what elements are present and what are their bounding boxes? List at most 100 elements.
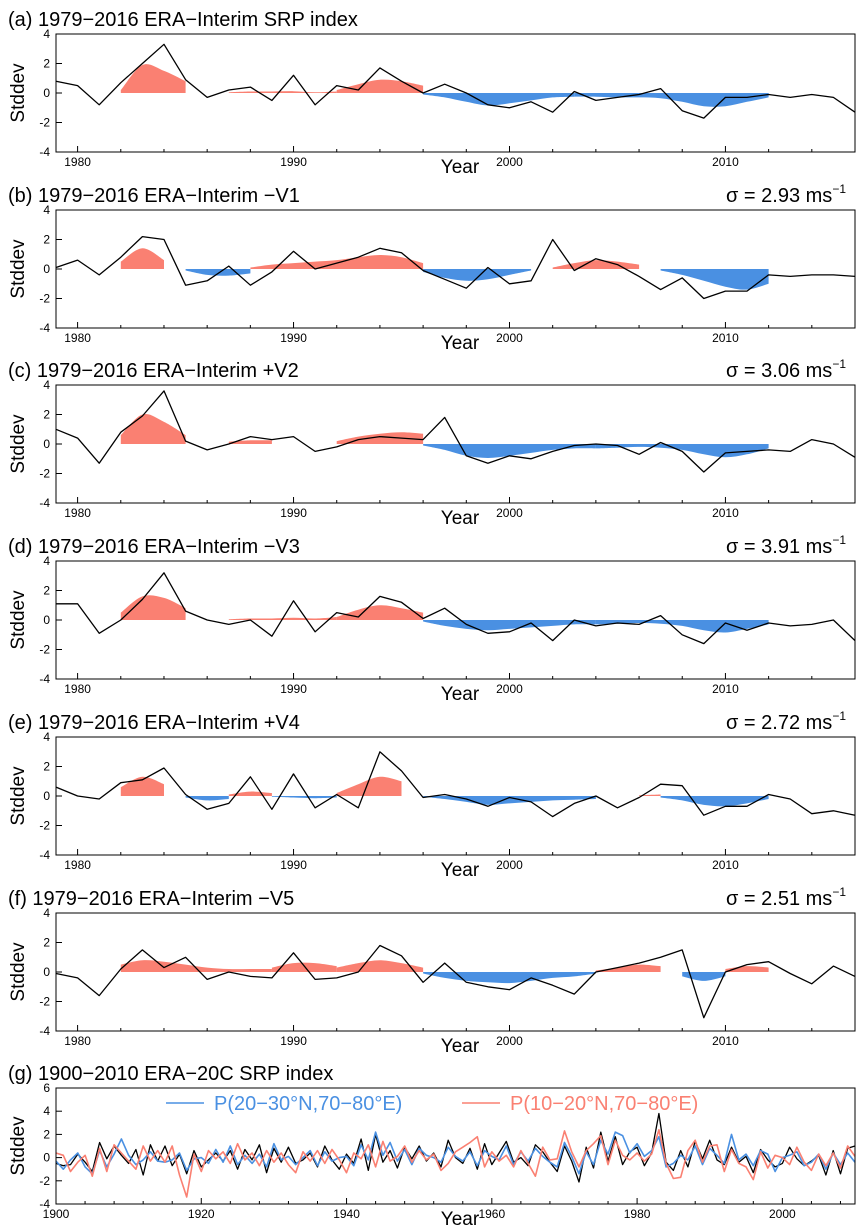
- panel-title: (d) 1979−2016 ERA−Interim −V3: [8, 536, 300, 558]
- y-tick-label: 4: [43, 1104, 50, 1118]
- x-axis-label: Year: [441, 333, 480, 354]
- y-tick-label: 0: [43, 613, 50, 627]
- y-tick-label: -2: [39, 643, 50, 657]
- y-tick-label: -2: [39, 995, 50, 1009]
- y-tick-label: 0: [43, 965, 50, 979]
- y-tick-label: 0: [43, 86, 50, 100]
- negative-area-4: [595, 620, 769, 633]
- x-tick-label: 2010: [712, 858, 739, 872]
- y-tick-label: 0: [43, 1151, 50, 1165]
- x-tick-label: 2000: [496, 1034, 523, 1048]
- x-axis-label: Year: [441, 860, 480, 881]
- x-tick-label: 1980: [64, 1034, 91, 1048]
- x-tick-label: 1900: [43, 1207, 70, 1221]
- series-line-0: [55, 751, 856, 818]
- y-tick-label: 2: [43, 408, 50, 422]
- x-tick-label: 1990: [280, 1034, 307, 1048]
- y-tick-label: 0: [43, 789, 50, 803]
- positive-area-0: [120, 960, 272, 972]
- y-axis-label: Stddev: [8, 766, 29, 826]
- x-tick-label: 2010: [712, 331, 739, 345]
- positive-area-2: [250, 255, 424, 269]
- series-line-0: [55, 944, 856, 1019]
- y-tick-label: 0: [43, 262, 50, 276]
- axes-frame: [55, 1087, 856, 1205]
- y-tick-label: -4: [39, 1197, 50, 1211]
- positive-area-2: [336, 432, 424, 444]
- negative-area-3: [271, 796, 337, 799]
- positive-area-2: [336, 960, 424, 972]
- y-axis-label: Stddev: [8, 414, 29, 474]
- x-tick-label: 2010: [712, 1034, 739, 1048]
- y-tick-label: 2: [43, 233, 50, 247]
- panel-title: (f) 1979−2016 ERA−Interim −V5: [8, 888, 294, 910]
- y-axis-label: Stddev: [8, 942, 29, 1002]
- positive-area-0: [120, 414, 186, 444]
- x-tick-label: 1980: [64, 331, 91, 345]
- x-axis-label: Year: [441, 1036, 480, 1057]
- negative-area-3: [423, 620, 596, 631]
- positive-area-6: [639, 794, 661, 796]
- y-tick-label: 2: [43, 584, 50, 598]
- x-axis-label: Year: [441, 684, 480, 705]
- sigma-label: σ = 3.91 ms−1: [726, 533, 846, 558]
- sigma-exponent: −1: [832, 182, 846, 196]
- y-tick-label: -4: [39, 496, 50, 510]
- panel-c: (c) 1979−2016 ERA−Interim +V2 σ = 3.06 ms…: [8, 357, 856, 529]
- y-tick-label: 6: [43, 1081, 50, 1095]
- negative-area-7: [660, 796, 769, 807]
- y-tick-label: -2: [39, 116, 50, 130]
- panel-d: (d) 1979−2016 ERA−Interim −V3 σ = 3.91 ms…: [8, 533, 856, 705]
- x-tick-label: 2000: [496, 331, 523, 345]
- x-tick-label: 2000: [496, 682, 523, 696]
- y-tick-label: 4: [43, 27, 50, 41]
- positive-area-1: [271, 962, 337, 972]
- positive-area-2: [336, 605, 424, 620]
- y-tick-label: 2: [43, 760, 50, 774]
- y-tick-label: 4: [43, 906, 50, 920]
- positive-area-1: [228, 440, 272, 444]
- sigma-label: σ = 3.06 ms−1: [726, 357, 846, 382]
- y-tick-label: 2: [43, 936, 50, 950]
- y-axis-label: Stddev: [8, 590, 29, 650]
- x-tick-label: 1980: [64, 155, 91, 169]
- series-line-2: [55, 1129, 856, 1198]
- panel-title: (b) 1979−2016 ERA−Interim −V1: [8, 185, 300, 207]
- negative-area-5: [423, 796, 596, 805]
- panel-f: (f) 1979−2016 ERA−Interim −V5 σ = 2.51 ms…: [8, 885, 856, 1057]
- positive-area-4: [336, 776, 402, 796]
- sigma-label: σ = 2.72 ms−1: [726, 709, 846, 734]
- panel-title: (e) 1979−2016 ERA−Interim +V4: [8, 712, 300, 734]
- negative-area-1: [185, 796, 229, 801]
- x-tick-label: 2000: [496, 506, 523, 520]
- y-tick-label: 4: [43, 203, 50, 217]
- x-tick-label: 1980: [64, 682, 91, 696]
- y-tick-label: 2: [43, 57, 50, 71]
- x-tick-label: 1920: [188, 1207, 215, 1221]
- x-axis-label: Year: [441, 508, 480, 529]
- x-tick-label: 2010: [712, 682, 739, 696]
- y-axis-label: Stddev: [8, 239, 29, 299]
- panel-g: (g) 1900−2010 ERA−20C SRP index Stddev Yea…: [8, 1063, 856, 1230]
- y-tick-label: -4: [39, 145, 50, 159]
- negative-area-1: [185, 269, 251, 276]
- y-axis-label: Stddev: [8, 1116, 29, 1176]
- series-line-0: [55, 43, 856, 119]
- x-tick-label: 1980: [64, 506, 91, 520]
- positive-area-4: [595, 964, 661, 972]
- x-tick-label: 1990: [280, 506, 307, 520]
- y-tick-label: -2: [39, 292, 50, 306]
- panel-e: (e) 1979−2016 ERA−Interim +V4 σ = 2.72 ms…: [8, 709, 856, 881]
- negative-area-4: [595, 444, 769, 458]
- y-tick-label: -2: [39, 819, 50, 833]
- x-tick-label: 2010: [712, 506, 739, 520]
- legend-entry-0: P(20−30°N,70−80°E): [214, 1093, 402, 1115]
- positive-area-0: [120, 64, 186, 93]
- positive-area-0: [120, 595, 186, 620]
- positive-area-0: [120, 248, 164, 269]
- sigma-exponent: −1: [832, 357, 846, 371]
- x-axis-label: Year: [441, 1209, 480, 1230]
- sigma-exponent: −1: [832, 533, 846, 547]
- y-tick-label: -4: [39, 848, 50, 862]
